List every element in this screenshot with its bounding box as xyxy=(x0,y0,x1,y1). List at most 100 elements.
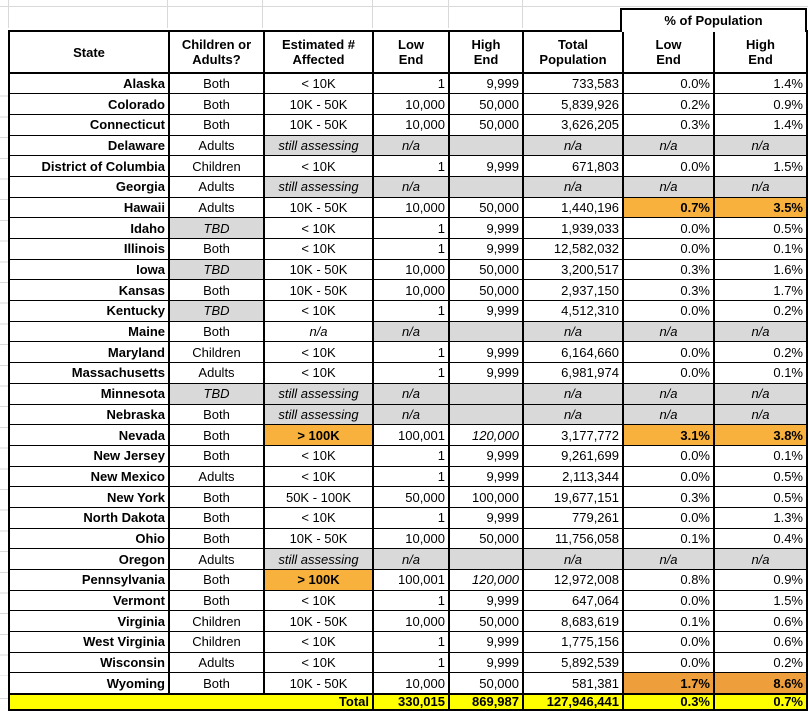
cell-state[interactable]: Kansas xyxy=(8,279,169,301)
cell-low-end[interactable]: 1 xyxy=(372,155,449,177)
cell-total-population[interactable]: 3,177,772 xyxy=(522,424,623,446)
cell-pct-low-end[interactable]: 0.2% xyxy=(622,93,714,115)
cell-estimated-affected[interactable]: < 10K xyxy=(263,589,373,611)
cell-low-end[interactable]: 1 xyxy=(372,72,449,94)
cell-estimated-affected[interactable]: still assessing xyxy=(263,548,373,570)
cell-children-or-adults[interactable]: Both xyxy=(168,569,264,591)
cell-high-end[interactable]: 9,999 xyxy=(448,72,523,94)
cell-state[interactable]: Idaho xyxy=(8,217,169,239)
cell-children-or-adults[interactable]: TBD xyxy=(168,382,264,404)
cell-total-population[interactable]: 9,261,699 xyxy=(522,444,623,467)
cell-high-end[interactable] xyxy=(448,382,523,404)
cell-state[interactable]: Iowa xyxy=(8,258,169,280)
total-label[interactable]: Total xyxy=(8,692,373,710)
cell-children-or-adults[interactable]: Children xyxy=(168,631,264,653)
cell-total-population[interactable]: 6,164,660 xyxy=(522,341,623,363)
cell-pct-low-end[interactable]: 0.0% xyxy=(622,465,714,487)
total-low-end[interactable]: 330,015 xyxy=(372,692,449,710)
cell-low-end[interactable]: 1 xyxy=(372,362,449,384)
cell-pct-high-end[interactable]: 0.5% xyxy=(713,217,807,239)
cell-low-end[interactable]: 1 xyxy=(372,589,449,611)
cell-low-end[interactable]: 1 xyxy=(372,300,449,322)
cell-total-population[interactable]: n/a xyxy=(522,382,623,404)
cell-estimated-affected[interactable]: < 10K xyxy=(263,155,373,177)
cell-high-end[interactable] xyxy=(448,320,523,342)
cell-pct-low-end[interactable]: 0.1% xyxy=(622,610,714,632)
cell-pct-high-end[interactable]: n/a xyxy=(713,320,807,342)
cell-children-or-adults[interactable]: Both xyxy=(168,506,264,529)
cell-pct-high-end[interactable]: 8.6% xyxy=(713,672,807,694)
cell-state[interactable]: North Dakota xyxy=(8,506,169,529)
cell-state[interactable]: District of Columbia xyxy=(8,155,169,177)
cell-children-or-adults[interactable]: TBD xyxy=(168,300,264,322)
cell-pct-high-end[interactable]: 1.4% xyxy=(713,113,807,136)
cell-estimated-affected[interactable]: < 10K xyxy=(263,362,373,384)
cell-pct-high-end[interactable]: n/a xyxy=(713,403,807,425)
cell-children-or-adults[interactable]: Both xyxy=(168,589,264,611)
cell-pct-high-end[interactable]: 0.1% xyxy=(713,362,807,384)
cell-pct-low-end[interactable]: 0.0% xyxy=(622,217,714,239)
cell-pct-high-end[interactable]: 1.6% xyxy=(713,258,807,280)
cell-high-end[interactable]: 9,999 xyxy=(448,631,523,653)
cell-low-end[interactable]: 10,000 xyxy=(372,196,449,218)
cell-state[interactable]: West Virginia xyxy=(8,631,169,653)
cell-pct-high-end[interactable]: 0.6% xyxy=(713,631,807,653)
cell-children-or-adults[interactable]: Adults xyxy=(168,465,264,487)
cell-state[interactable]: Nebraska xyxy=(8,403,169,425)
cell-pct-low-end[interactable]: n/a xyxy=(622,403,714,425)
cell-estimated-affected[interactable]: still assessing xyxy=(263,175,373,198)
cell-state[interactable]: Nevada xyxy=(8,424,169,446)
cell-children-or-adults[interactable]: Children xyxy=(168,155,264,177)
cell-estimated-affected[interactable]: 10K - 50K xyxy=(263,610,373,632)
cell-high-end[interactable]: 50,000 xyxy=(448,527,523,549)
cell-total-population[interactable]: n/a xyxy=(522,548,623,570)
cell-estimated-affected[interactable]: 10K - 50K xyxy=(263,93,373,115)
cell-total-population[interactable]: 5,839,926 xyxy=(522,93,623,115)
cell-children-or-adults[interactable]: Both xyxy=(168,444,264,467)
total-pct-high-end[interactable]: 0.7% xyxy=(713,692,807,710)
cell-children-or-adults[interactable]: Children xyxy=(168,341,264,363)
cell-total-population[interactable]: n/a xyxy=(522,403,623,425)
cell-pct-high-end[interactable]: 0.9% xyxy=(713,569,807,591)
cell-pct-low-end[interactable]: 0.3% xyxy=(622,279,714,301)
cell-estimated-affected[interactable]: 10K - 50K xyxy=(263,258,373,280)
cell-pct-low-end[interactable]: 0.7% xyxy=(622,196,714,218)
cell-pct-high-end[interactable]: n/a xyxy=(713,175,807,198)
cell-estimated-affected[interactable]: 10K - 50K xyxy=(263,672,373,694)
cell-total-population[interactable]: 12,972,008 xyxy=(522,569,623,591)
cell-low-end[interactable]: 1 xyxy=(372,238,449,260)
col-header-children-or-adults[interactable]: Children or Adults? xyxy=(168,31,264,74)
cell-children-or-adults[interactable]: Adults xyxy=(168,196,264,218)
cell-pct-low-end[interactable]: 0.8% xyxy=(622,569,714,591)
cell-pct-high-end[interactable]: 0.9% xyxy=(713,93,807,115)
cell-pct-high-end[interactable]: 0.5% xyxy=(713,465,807,487)
cell-low-end[interactable]: n/a xyxy=(372,134,449,156)
cell-pct-high-end[interactable]: 1.4% xyxy=(713,72,807,94)
cell-total-population[interactable]: 647,064 xyxy=(522,589,623,611)
cell-state[interactable]: Maryland xyxy=(8,341,169,363)
cell-estimated-affected[interactable]: still assessing xyxy=(263,134,373,156)
cell-low-end[interactable]: 10,000 xyxy=(372,258,449,280)
cell-high-end[interactable]: 50,000 xyxy=(448,610,523,632)
cell-state[interactable]: Colorado xyxy=(8,93,169,115)
cell-estimated-affected[interactable]: still assessing xyxy=(263,403,373,425)
cell-pct-low-end[interactable]: 0.0% xyxy=(622,506,714,529)
cell-estimated-affected[interactable]: < 10K xyxy=(263,631,373,653)
cell-children-or-adults[interactable]: Both xyxy=(168,320,264,342)
cell-pct-high-end[interactable]: 1.3% xyxy=(713,506,807,529)
cell-pct-low-end[interactable]: n/a xyxy=(622,382,714,404)
cell-children-or-adults[interactable]: Both xyxy=(168,72,264,94)
cell-low-end[interactable]: n/a xyxy=(372,320,449,342)
cell-high-end[interactable]: 9,999 xyxy=(448,238,523,260)
cell-state[interactable]: Maine xyxy=(8,320,169,342)
cell-estimated-affected[interactable]: < 10K xyxy=(263,506,373,529)
cell-low-end[interactable]: 1 xyxy=(372,341,449,363)
cell-state[interactable]: Vermont xyxy=(8,589,169,611)
cell-children-or-adults[interactable]: Adults xyxy=(168,362,264,384)
cell-estimated-affected[interactable]: < 10K xyxy=(263,651,373,673)
total-pct-low-end[interactable]: 0.3% xyxy=(622,692,714,710)
cell-estimated-affected[interactable]: < 10K xyxy=(263,300,373,322)
cell-pct-low-end[interactable]: n/a xyxy=(622,320,714,342)
cell-pct-high-end[interactable]: 0.6% xyxy=(713,610,807,632)
cell-estimated-affected[interactable]: still assessing xyxy=(263,382,373,404)
